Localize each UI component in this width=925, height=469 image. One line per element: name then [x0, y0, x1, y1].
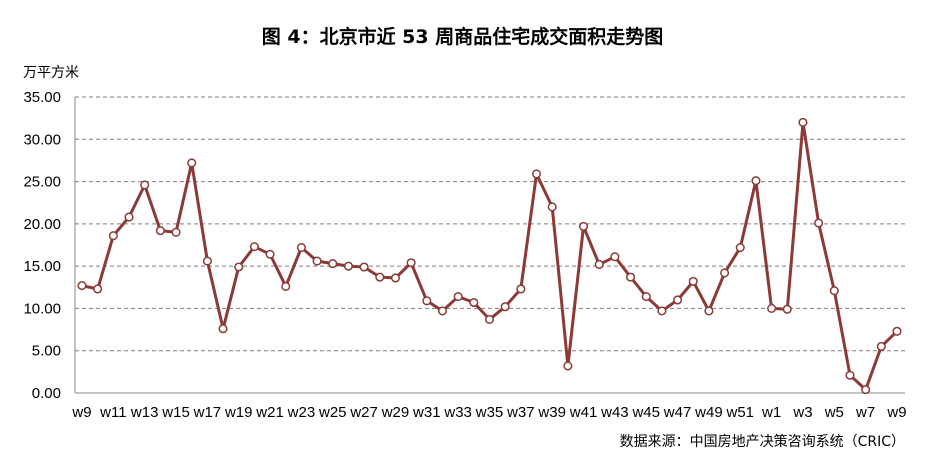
x-tick-label: w17: [193, 404, 222, 421]
data-point: [437, 306, 448, 316]
x-tick-label: w3: [792, 404, 812, 421]
data-points: [77, 117, 902, 395]
data-point: [202, 256, 212, 266]
data-point: [626, 272, 636, 282]
data-point: [234, 262, 244, 272]
data-point: [265, 249, 275, 259]
x-tick-label: w19: [224, 404, 253, 421]
data-point: [829, 286, 839, 296]
x-tick-label: w29: [381, 404, 410, 421]
data-point: [845, 370, 855, 380]
data-point: [108, 231, 118, 241]
data-point: [171, 227, 181, 237]
x-tick-label: w27: [349, 404, 378, 421]
data-point: [531, 169, 542, 179]
data-point: [93, 284, 103, 294]
x-tick-label: w21: [255, 404, 284, 421]
x-tick-label: w35: [475, 404, 504, 421]
data-point: [876, 341, 886, 352]
y-tick-label: 25.00: [23, 174, 61, 191]
data-point: [484, 314, 495, 324]
data-point: [140, 180, 150, 190]
x-tick-label: w9: [886, 404, 906, 421]
x-tick-labels: w9 w11 w13 w15 w17 w19 w21 w23 w25 w27 w29 w31 w33 w3…: [71, 404, 906, 421]
data-point: [281, 281, 291, 291]
data-point: [359, 262, 369, 272]
data-point: [782, 304, 792, 314]
data-point: [767, 303, 777, 313]
y-axis-unit-label: 万平方米: [23, 65, 79, 81]
data-point: [547, 202, 557, 212]
data-point: [578, 221, 589, 231]
series-line: [81, 120, 899, 392]
data-point: [735, 242, 745, 253]
data-point: [594, 259, 604, 270]
x-tick-label: w1: [761, 404, 781, 421]
data-point: [187, 158, 197, 168]
data-point: [406, 258, 416, 268]
x-tick-label: w11: [99, 404, 126, 421]
data-point: [673, 295, 683, 305]
data-point: [422, 296, 432, 306]
x-tick-label: w5: [824, 404, 844, 421]
y-tick-label: 35.00: [23, 89, 61, 106]
data-point: [704, 306, 714, 316]
x-tick-label: w45: [631, 404, 660, 421]
data-point: [77, 281, 87, 291]
data-point: [155, 226, 165, 236]
data-point: [328, 259, 338, 269]
x-tick-label: w31: [412, 404, 441, 421]
y-tick-label: 30.00: [23, 131, 61, 148]
x-tick-label: w49: [694, 404, 723, 421]
x-tick-label: w25: [318, 404, 347, 421]
data-point: [343, 261, 353, 271]
x-tick-label: w47: [663, 404, 692, 421]
chart-title: 图 4：北京市近 53 周商品住宅成交面积走势图: [261, 26, 664, 48]
y-tick-labels: 0.00 5.00 10.00 15.00 20.00 25.00 30.00 35.00: [23, 89, 61, 402]
x-tick-label: w33: [443, 404, 472, 421]
data-point: [861, 385, 871, 395]
x-tick-label: w23: [287, 404, 316, 421]
data-point: [500, 302, 510, 312]
y-tick-label: 0.00: [32, 385, 61, 402]
data-point: [688, 276, 698, 286]
data-point: [469, 297, 479, 308]
x-tick-label: w15: [161, 404, 190, 421]
axes: [74, 97, 905, 394]
y-tick-label: 15.00: [23, 258, 61, 275]
x-tick-label: w37: [506, 404, 535, 421]
x-tick-label: w39: [537, 404, 566, 421]
data-point: [798, 117, 808, 127]
data-point: [296, 242, 306, 253]
data-point: [516, 284, 526, 294]
data-point: [720, 268, 730, 278]
x-tick-label: w13: [130, 404, 159, 421]
source-note: 数据来源：中国房地产决策咨询系统（CRIC）: [619, 434, 905, 450]
data-point: [249, 242, 259, 252]
data-point: [814, 218, 824, 228]
data-point: [657, 306, 667, 316]
data-point: [375, 272, 385, 282]
series-polyline: [81, 120, 899, 392]
x-tick-label: w43: [600, 404, 629, 421]
data-point: [312, 256, 322, 266]
data-point: [124, 212, 134, 222]
data-point: [563, 361, 573, 371]
y-tick-label: 10.00: [23, 300, 61, 317]
data-point: [641, 292, 651, 302]
data-point: [892, 326, 902, 336]
y-tick-label: 20.00: [23, 216, 61, 233]
x-tick-label: w41: [569, 404, 598, 421]
y-tick-label: 5.00: [32, 343, 61, 360]
gridlines: [75, 96, 905, 352]
data-point: [390, 273, 401, 283]
data-point: [610, 252, 620, 262]
x-tick-label: w51: [726, 404, 755, 421]
x-tick-label: w7: [855, 404, 875, 421]
data-point: [218, 324, 228, 334]
data-point: [453, 292, 463, 302]
data-point: [751, 176, 761, 186]
x-tick-label: w9: [71, 404, 91, 421]
